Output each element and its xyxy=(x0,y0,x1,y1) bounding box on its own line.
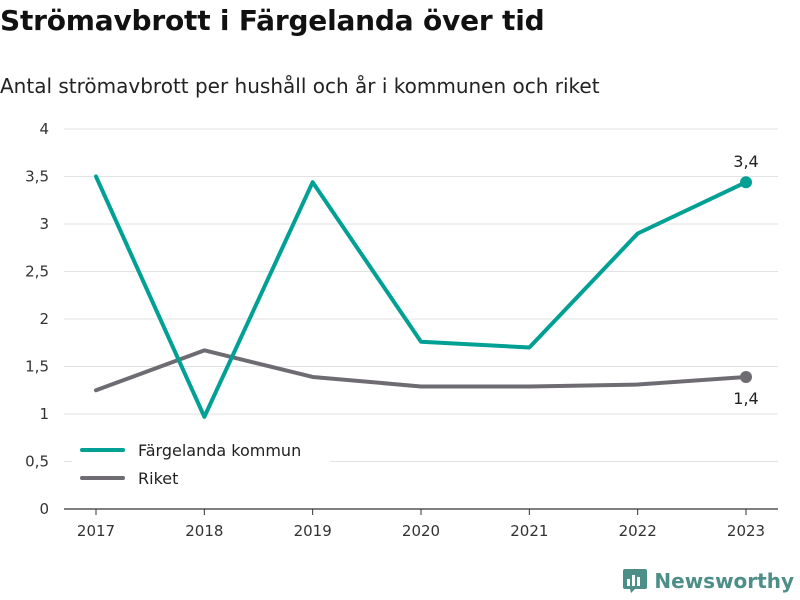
y-tick-label: 1,5 xyxy=(25,358,49,376)
x-tick-label: 2023 xyxy=(727,522,765,540)
x-tick-label: 2022 xyxy=(619,522,657,540)
y-tick-label: 2,5 xyxy=(25,263,49,281)
brand-name: Newsworthy xyxy=(654,569,794,593)
x-tick-label: 2018 xyxy=(185,522,223,540)
chart-subtitle: Antal strömavbrott per hushåll och år i … xyxy=(0,74,600,98)
end-value-label: 1,4 xyxy=(733,389,758,408)
newsworthy-logo-icon xyxy=(623,569,648,593)
legend-label: Riket xyxy=(138,469,178,488)
y-tick-label: 3 xyxy=(39,215,49,233)
y-tick-label: 0 xyxy=(39,500,49,518)
y-tick-label: 4 xyxy=(39,120,49,138)
legend-background xyxy=(72,432,330,494)
y-tick-label: 3,5 xyxy=(25,168,49,186)
end-value-label: 3,4 xyxy=(733,152,758,171)
x-tick-label: 2019 xyxy=(294,522,332,540)
y-tick-label: 2 xyxy=(39,310,49,328)
x-tick-label: 2020 xyxy=(402,522,440,540)
chart-title: Strömavbrott i Färgelanda över tid xyxy=(0,4,545,37)
series-line-riket xyxy=(94,348,748,393)
y-tick-label: 1 xyxy=(39,405,49,423)
x-tick-label: 2021 xyxy=(510,522,548,540)
end-point-marker xyxy=(740,176,752,189)
y-tick-label: 0,5 xyxy=(25,453,49,471)
brand-logo: Newsworthy xyxy=(622,568,794,594)
x-tick-label: 2017 xyxy=(77,522,115,540)
legend-label: Färgelanda kommun xyxy=(138,441,301,460)
series-line-färgelanda-kommun xyxy=(94,174,748,419)
end-point-marker xyxy=(740,370,752,383)
